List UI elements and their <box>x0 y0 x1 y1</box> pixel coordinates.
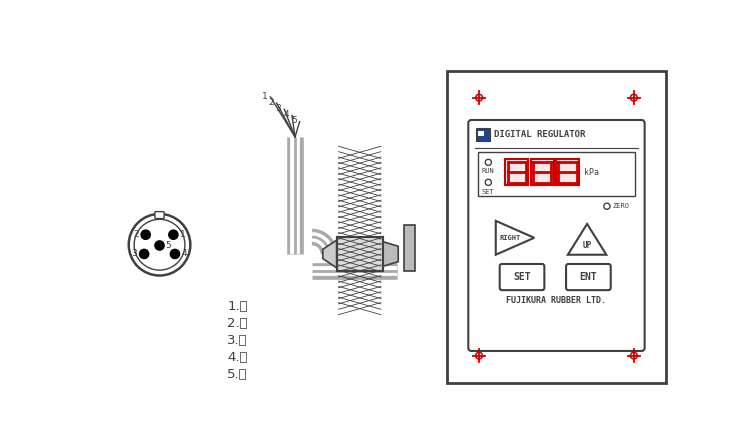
Bar <box>478 151 635 196</box>
Circle shape <box>141 230 150 239</box>
Text: SET: SET <box>513 272 531 282</box>
Text: 5: 5 <box>166 241 172 250</box>
Text: 4.黑: 4.黑 <box>228 351 248 364</box>
Bar <box>447 71 666 383</box>
Bar <box>556 159 579 185</box>
Text: ZERO: ZERO <box>612 203 629 209</box>
Text: FUJIKURA RUBBER LTD.: FUJIKURA RUBBER LTD. <box>507 296 606 305</box>
Text: 3.蓝: 3.蓝 <box>228 334 248 347</box>
Text: 3: 3 <box>275 104 281 113</box>
Polygon shape <box>323 240 336 268</box>
FancyBboxPatch shape <box>566 264 611 290</box>
Text: RUN: RUN <box>482 168 494 174</box>
Polygon shape <box>383 241 398 266</box>
Text: 3: 3 <box>132 250 137 258</box>
Text: SET: SET <box>482 189 494 194</box>
Text: 2: 2 <box>133 230 139 239</box>
Text: 1: 1 <box>262 91 268 101</box>
Circle shape <box>155 241 164 250</box>
Text: RIGHT: RIGHT <box>499 235 520 241</box>
Text: 2: 2 <box>268 98 274 107</box>
Bar <box>336 237 383 271</box>
FancyBboxPatch shape <box>468 120 645 351</box>
Text: 5: 5 <box>291 116 296 125</box>
Text: 2.白: 2.白 <box>228 317 248 330</box>
FancyBboxPatch shape <box>155 211 164 219</box>
Circle shape <box>169 230 178 239</box>
Text: DIGITAL REGULATOR: DIGITAL REGULATOR <box>494 130 586 139</box>
Text: 1: 1 <box>181 230 186 239</box>
Bar <box>531 159 553 185</box>
Text: 1.棕: 1.棕 <box>228 300 248 313</box>
Circle shape <box>170 250 179 258</box>
Bar <box>505 159 528 185</box>
Bar <box>476 129 490 141</box>
Bar <box>404 225 415 271</box>
Text: 4: 4 <box>182 250 187 258</box>
Text: kPa: kPa <box>584 168 599 177</box>
Text: ENT: ENT <box>580 272 597 282</box>
Text: 4: 4 <box>284 110 289 119</box>
Circle shape <box>140 250 149 258</box>
Bar <box>479 131 485 136</box>
Bar <box>336 237 383 271</box>
Text: 5.灰: 5.灰 <box>228 368 248 381</box>
Text: UP: UP <box>582 241 592 250</box>
FancyBboxPatch shape <box>500 264 544 290</box>
